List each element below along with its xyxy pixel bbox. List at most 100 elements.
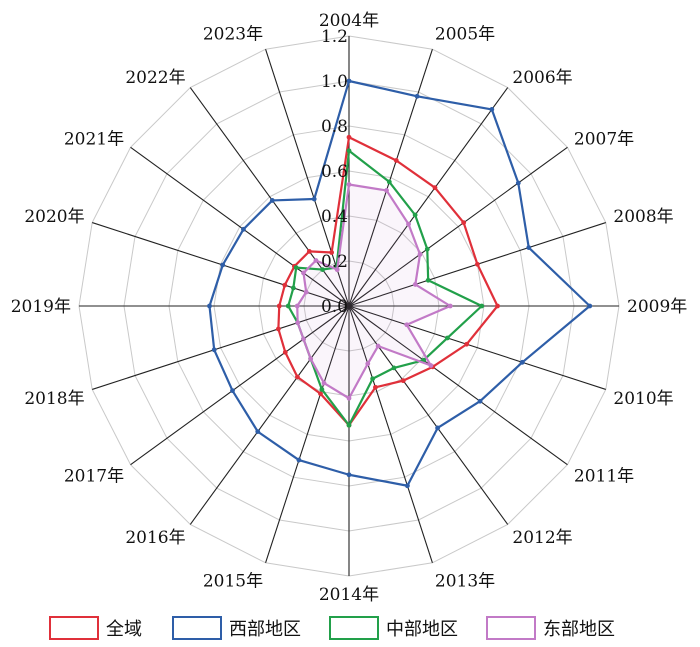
- legend-label-1: 西部地区: [229, 619, 301, 640]
- radial-tick-label: 1.0: [321, 72, 348, 92]
- legend-swatch-2: [329, 616, 379, 640]
- category-label-8: 2012年: [512, 528, 572, 548]
- series-1-point-17: [241, 226, 246, 232]
- series-2-point-16: [290, 285, 296, 291]
- series-0-point-6: [464, 341, 470, 347]
- series-3-point-3: [417, 252, 423, 257]
- series-3-point-1: [384, 188, 389, 193]
- category-label-7: 2011年: [574, 466, 634, 486]
- legend-label-2: 中部地区: [386, 619, 458, 640]
- series-0-point-15: [276, 303, 282, 309]
- series-3-point-6: [404, 322, 410, 328]
- series-2-point-0: [346, 148, 352, 154]
- series-2-point-8: [391, 365, 397, 371]
- category-label-0: 2004年: [319, 11, 379, 31]
- radial-tick-label: 0.2: [321, 252, 348, 272]
- series-1-point-6: [519, 359, 525, 365]
- series-0-point-16: [282, 282, 288, 288]
- series-0-point-11: [318, 391, 323, 397]
- category-label-4: 2008年: [613, 207, 673, 227]
- series-3-point-16: [303, 289, 309, 295]
- series-1-point-19: [311, 196, 317, 202]
- series-0-point-2: [432, 185, 438, 191]
- series-1-point-0: [346, 78, 352, 84]
- axis-spoke-9: [348, 305, 433, 563]
- category-labels: 2004年 2005年 2006年 2007年 2008年 2009年 2010年 2011年…: [11, 11, 688, 605]
- series-0-point-9: [373, 384, 378, 390]
- series-1-point-4: [526, 245, 532, 251]
- series-1-point-2: [489, 107, 495, 112]
- series-2-point-2: [412, 212, 418, 218]
- series-3-point-2: [406, 221, 411, 227]
- category-label-12: 2016年: [125, 528, 185, 548]
- category-label-16: 2020年: [24, 207, 84, 227]
- category-label-3: 2007年: [574, 130, 634, 150]
- series-0-point-0: [346, 134, 352, 140]
- series-2-point-5: [479, 303, 485, 309]
- series-0-point-14: [275, 326, 281, 332]
- radar-grid: [78, 35, 620, 577]
- series-3-point-11: [321, 380, 327, 386]
- legend-label-3: 东部地区: [543, 619, 615, 640]
- series-1-point-9: [405, 483, 410, 489]
- series-1-point-18: [269, 198, 275, 203]
- category-label-11: 2015年: [203, 571, 263, 591]
- series-area-3: [297, 184, 451, 399]
- legend-swatch-1: [172, 616, 222, 640]
- series-2-point-9: [370, 376, 376, 382]
- series-0-point-5: [495, 303, 500, 309]
- radial-tick-label: 1.2: [321, 27, 348, 47]
- series-1-point-15: [207, 303, 212, 309]
- radial-tick-labels: 0.0 0.2 0.4 0.6 0.8 1.0 1.2: [321, 27, 348, 317]
- series-1-point-13: [230, 388, 235, 394]
- series-1-point-7: [477, 398, 483, 404]
- series-2-point-3: [424, 246, 430, 252]
- category-label-15: 2019年: [11, 297, 71, 317]
- radial-tick-label: 0.6: [321, 162, 348, 182]
- series-0-point-8: [400, 378, 406, 384]
- category-label-2: 2006年: [512, 68, 572, 88]
- series-0-point-3: [461, 220, 467, 226]
- series-3-point-17: [301, 270, 306, 276]
- category-label-13: 2017年: [64, 466, 124, 486]
- legend: 全域 西部地区 中部地区 东部地区: [49, 616, 615, 640]
- radial-tick-label: 0.0: [321, 297, 348, 317]
- series-2-point-18: [320, 267, 325, 272]
- series-layer: [207, 78, 593, 489]
- axis-spoke-2: [348, 87, 509, 307]
- radial-tick-label: 0.4: [321, 207, 348, 227]
- series-2-point-17: [293, 265, 299, 271]
- axis-spoke-6: [348, 305, 606, 390]
- series-0-point-18: [306, 248, 312, 254]
- axis-spoke-19: [265, 49, 350, 307]
- axis-spoke-17: [130, 146, 350, 307]
- series-0-point-13: [282, 349, 288, 355]
- category-label-9: 2013年: [435, 571, 495, 591]
- legend-label-0: 全域: [106, 619, 142, 640]
- axis-spoke-3: [348, 146, 568, 307]
- series-1-point-3: [515, 180, 521, 186]
- series-1-point-5: [587, 303, 593, 309]
- series-3-point-12: [308, 356, 314, 362]
- category-label-17: 2021年: [64, 130, 124, 150]
- category-label-10: 2014年: [319, 585, 379, 605]
- series-3-point-4: [412, 282, 418, 287]
- series-3-point-19: [334, 267, 340, 273]
- axis-spoke-11: [265, 305, 350, 563]
- series-1-point-10: [346, 472, 352, 478]
- series-0-point-19: [329, 250, 335, 255]
- series-1-point-14: [211, 347, 217, 353]
- axis-spoke-14: [92, 305, 350, 390]
- series-2-point-10: [346, 422, 352, 428]
- series-0-point-4: [474, 261, 480, 267]
- series-3-point-5: [447, 303, 453, 309]
- series-1-point-1: [414, 93, 420, 99]
- legend-swatch-0: [49, 616, 99, 640]
- series-1-point-11: [296, 457, 302, 463]
- series-3-point-13: [301, 336, 306, 342]
- category-label-5: 2009年: [627, 297, 687, 317]
- series-3-point-14: [295, 320, 301, 326]
- series-3-point-7: [428, 363, 434, 368]
- category-label-6: 2010年: [613, 389, 673, 409]
- axis-spoke-13: [130, 305, 350, 466]
